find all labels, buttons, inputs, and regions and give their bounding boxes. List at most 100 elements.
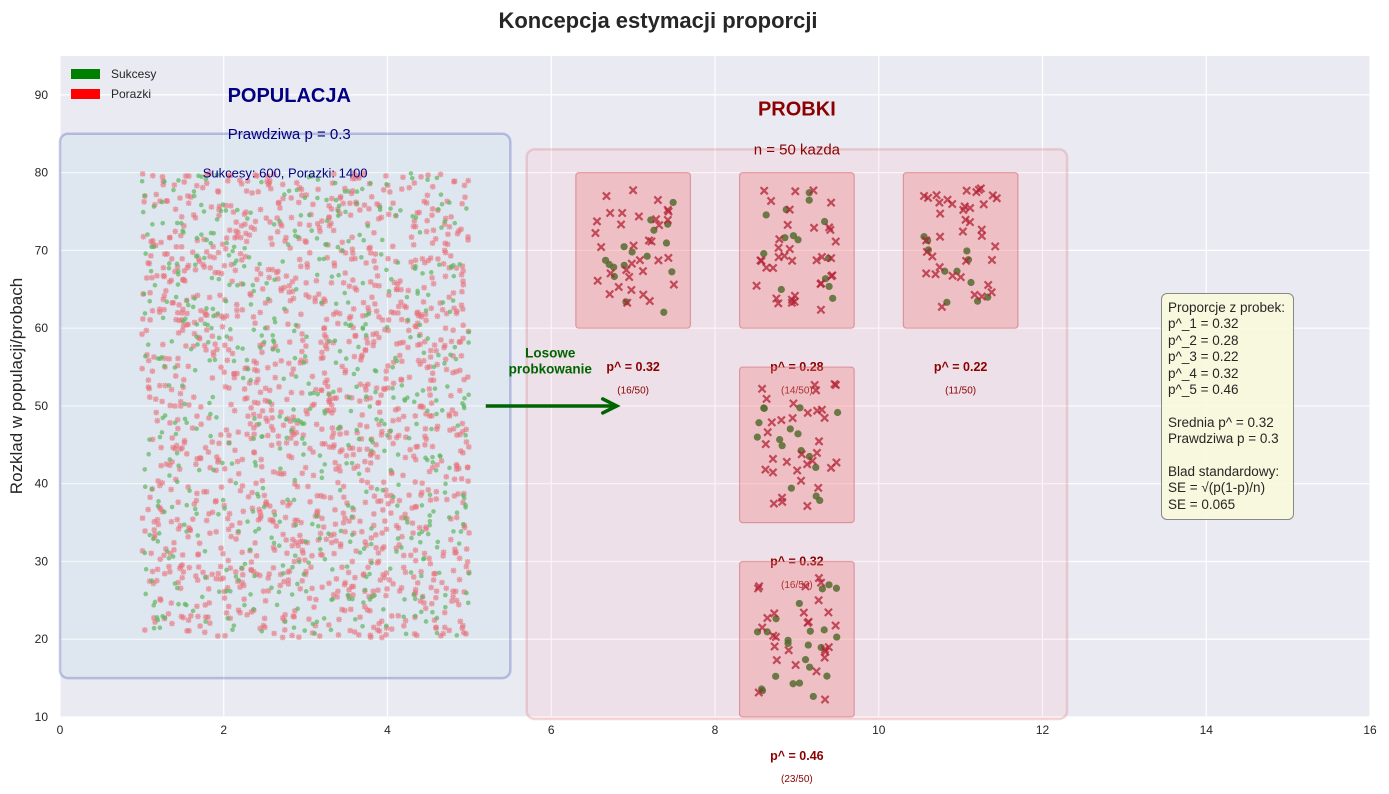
population-success-point xyxy=(244,357,250,363)
population-success-point xyxy=(317,453,323,458)
population-failure-point xyxy=(220,550,226,557)
population-failure-point xyxy=(155,478,162,484)
population-success-point xyxy=(184,502,190,508)
population-failure-point xyxy=(145,506,151,513)
population-failure-point xyxy=(177,585,184,592)
population-failure-point xyxy=(346,586,352,593)
population-failure-point xyxy=(320,524,327,530)
population-success-point xyxy=(224,588,229,594)
population-failure-point xyxy=(288,454,295,461)
population-failure-point xyxy=(235,229,241,236)
population-success-point xyxy=(142,193,147,198)
sample-failure-point xyxy=(766,196,776,206)
population-failure-point xyxy=(429,443,436,450)
population-failure-point xyxy=(201,236,207,243)
population-failure-point xyxy=(199,184,206,191)
population-failure-point xyxy=(282,611,288,618)
population-failure-point xyxy=(262,300,269,306)
population-success-point xyxy=(322,556,328,562)
population-failure-point xyxy=(248,559,255,565)
population-failure-point xyxy=(220,575,227,582)
population-failure-point xyxy=(427,347,434,354)
sample-failure-point xyxy=(761,465,770,474)
population-success-point xyxy=(270,347,276,352)
population-failure-point xyxy=(456,387,463,394)
population-failure-point xyxy=(439,579,445,586)
population-failure-point xyxy=(463,631,469,637)
population-failure-point xyxy=(297,585,304,592)
population-failure-point xyxy=(180,614,187,621)
population-failure-point xyxy=(139,515,146,521)
population-failure-point xyxy=(307,445,313,452)
population-failure-point xyxy=(282,238,288,245)
population-success-point xyxy=(326,338,332,344)
population-failure-point xyxy=(266,503,273,509)
population-success-point xyxy=(405,395,410,400)
population-failure-point xyxy=(361,603,368,610)
population-success-point xyxy=(466,340,471,345)
population-failure-point xyxy=(465,478,471,485)
population-success-point xyxy=(162,509,167,515)
population-failure-point xyxy=(442,342,448,349)
population-failure-point xyxy=(275,433,282,440)
population-success-point xyxy=(205,322,210,328)
population-failure-point xyxy=(194,490,200,497)
x-tick-label: 6 xyxy=(548,723,555,737)
population-failure-point xyxy=(381,574,388,581)
population-failure-point xyxy=(212,269,219,276)
population-failure-point xyxy=(195,256,202,262)
population-failure-point xyxy=(156,309,163,315)
population-failure-point xyxy=(336,310,343,317)
population-success-point xyxy=(368,437,374,442)
population-failure-point xyxy=(459,420,466,427)
population-failure-point xyxy=(429,464,436,471)
population-failure-point xyxy=(459,200,465,207)
population-success-point xyxy=(388,428,394,434)
population-failure-point xyxy=(453,597,460,604)
population-failure-point xyxy=(252,540,258,546)
population-failure-point xyxy=(369,294,375,301)
population-failure-point xyxy=(262,385,269,392)
sample-failure-point xyxy=(772,294,781,303)
population-success-point xyxy=(447,465,452,471)
population-success-point xyxy=(390,364,395,370)
population-failure-point xyxy=(377,577,384,583)
sample-success-point xyxy=(805,196,813,204)
population-failure-point xyxy=(341,581,348,588)
population-failure-point xyxy=(379,545,386,552)
population-failure-point xyxy=(379,530,386,536)
population-failure-point xyxy=(389,498,395,504)
population-success-point xyxy=(454,510,460,516)
population-success-point xyxy=(425,177,430,183)
population-failure-point xyxy=(366,205,372,212)
population-success-point xyxy=(337,487,343,493)
sample-success-point xyxy=(806,627,814,635)
sample-failure-point xyxy=(654,255,663,265)
population-failure-point xyxy=(332,506,338,513)
population-failure-point xyxy=(386,434,393,441)
population-failure-point xyxy=(250,568,257,575)
sample-failure-point xyxy=(757,623,767,632)
population-failure-point xyxy=(228,261,235,268)
population-failure-point xyxy=(302,557,308,563)
population-failure-point xyxy=(400,339,407,346)
population-failure-point xyxy=(203,312,210,318)
population-success-point xyxy=(209,275,215,281)
population-failure-point xyxy=(163,461,170,467)
population-success-point xyxy=(363,394,369,399)
population-failure-point xyxy=(177,390,184,397)
population-failure-point xyxy=(457,431,463,438)
population-success-point xyxy=(150,222,155,227)
population-failure-point xyxy=(450,593,456,600)
population-failure-point xyxy=(367,250,374,256)
population-success-point xyxy=(176,178,181,183)
population-failure-point xyxy=(461,589,468,595)
population-success-point xyxy=(322,462,328,467)
population-failure-point xyxy=(217,563,224,570)
sample-failure-point xyxy=(932,190,941,200)
population-success-point xyxy=(235,283,240,288)
population-success-point xyxy=(277,519,283,525)
sample-fraction-label: (23/50) xyxy=(781,774,813,785)
sample-failure-point xyxy=(763,427,773,437)
population-failure-point xyxy=(270,427,276,433)
